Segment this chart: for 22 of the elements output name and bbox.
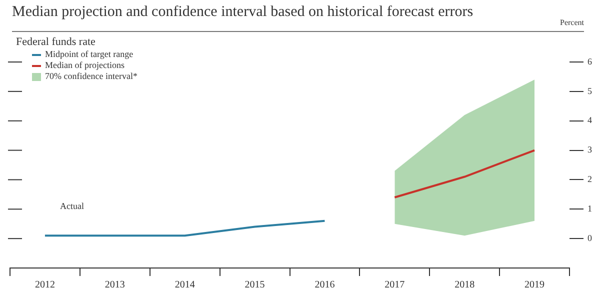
- x-tick-label: 2016: [314, 280, 335, 291]
- x-tick-label: 2013: [104, 280, 125, 291]
- legend-title: Federal funds rate: [16, 36, 96, 48]
- legend-label: 70% confidence interval*: [45, 71, 138, 82]
- y-tick-label: 5: [588, 86, 592, 96]
- y-tick-label: 3: [588, 144, 592, 155]
- y-tick-label: 4: [588, 115, 592, 126]
- chart-title: Median projection and confidence interval based on historical forecast errors: [12, 4, 474, 21]
- x-tick-label: 2014: [174, 280, 195, 291]
- y-tick-label: 0: [588, 232, 592, 243]
- y-tick-label: 1: [588, 204, 592, 214]
- x-tick-label: 2012: [34, 280, 55, 291]
- y-tick-label: 2: [588, 174, 592, 184]
- annotation: Actual: [60, 201, 84, 212]
- x-tick-label: 2018: [454, 280, 475, 291]
- legend-label: Median of projections: [45, 60, 124, 71]
- y-axis-title: Percent: [560, 18, 584, 27]
- y-tick-label: 6: [588, 56, 592, 66]
- x-tick-label: 2015: [244, 280, 265, 291]
- x-tick-label: 2019: [524, 280, 545, 291]
- legend-label: Midpoint of target range: [45, 49, 134, 60]
- x-tick-label: 2017: [384, 280, 405, 291]
